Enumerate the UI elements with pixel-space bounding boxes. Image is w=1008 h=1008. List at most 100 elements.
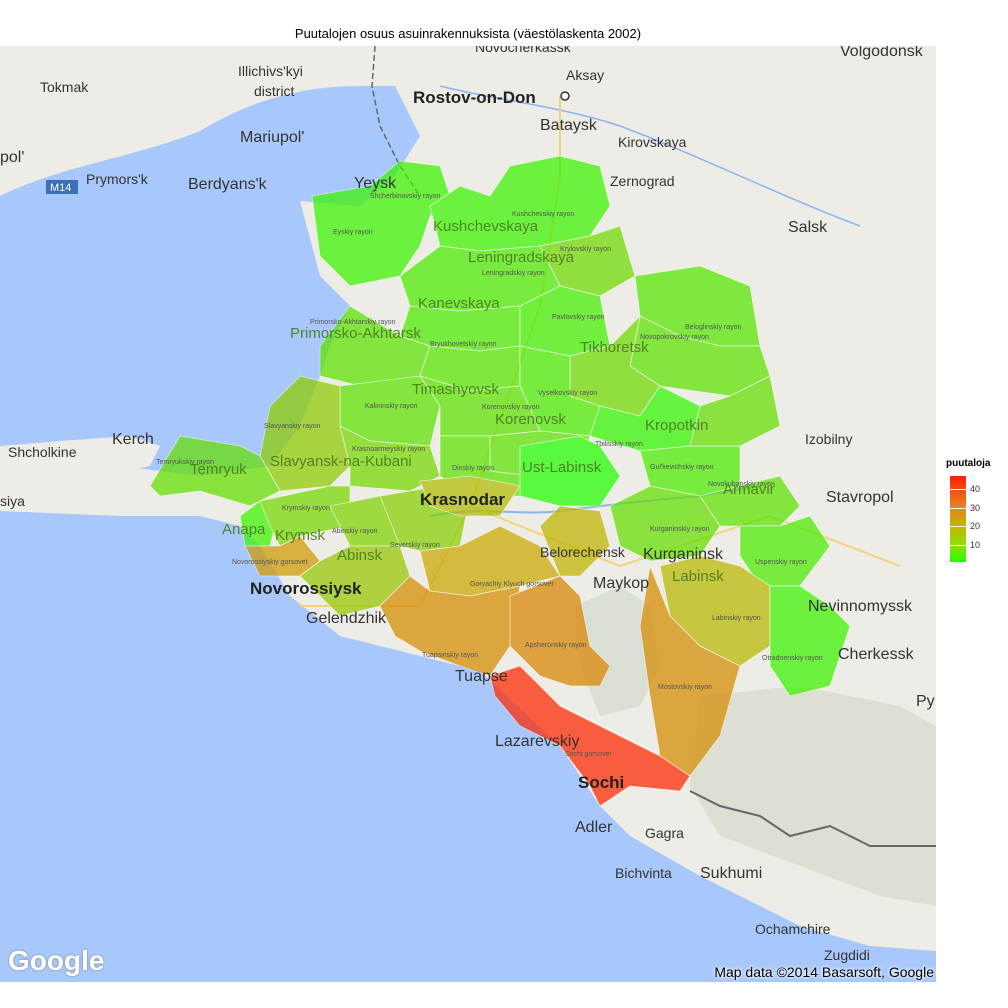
border-line bbox=[689, 790, 936, 847]
city-label: Zugdidi bbox=[824, 947, 870, 963]
region-sochi[interactable] bbox=[489, 665, 691, 807]
town-label: Anapa bbox=[222, 521, 266, 538]
legend-tick bbox=[950, 489, 966, 490]
city-label: Bataysk bbox=[540, 117, 598, 134]
legend-label: 30 bbox=[970, 503, 981, 513]
region-novokubansky[interactable] bbox=[699, 475, 801, 527]
city-label: Kurganinsk bbox=[643, 546, 724, 563]
legend-label: 40 bbox=[970, 484, 981, 494]
city-marker bbox=[560, 91, 570, 101]
region-krymsky[interactable] bbox=[259, 485, 351, 547]
rayon-label: Primorsko-Akhtarskiy rayon bbox=[310, 319, 396, 326]
city-label: Stavropol bbox=[826, 489, 894, 506]
map-canvas[interactable]: Eyskiy rayon Shcherbinovskiy rayon Kushc… bbox=[0, 46, 936, 982]
city-label: Rostov-on-Don bbox=[413, 88, 536, 107]
region-temryuksky[interactable] bbox=[149, 435, 281, 507]
town-label: Tikhoretsk bbox=[580, 339, 649, 356]
rayon-label: Slavyanskiy rayon bbox=[264, 423, 321, 430]
google-logo[interactable]: Google bbox=[8, 945, 105, 976]
region-uspensky[interactable] bbox=[739, 515, 831, 587]
rayon-label: Novopokrovskiy rayon bbox=[640, 334, 709, 341]
sea-of-azov bbox=[0, 86, 420, 476]
city-label: Kerch bbox=[112, 431, 154, 448]
city-label: Shcholkine bbox=[8, 444, 77, 460]
town-label: Korenovsk bbox=[495, 411, 566, 428]
town-label: Primorsko-Akhtarsk bbox=[290, 325, 421, 342]
rayon-label: Shcherbinovskiy rayon bbox=[370, 193, 441, 200]
rayon-label: Dinskiy rayon bbox=[452, 465, 494, 472]
rayon-label: Novokubanskiy rayon bbox=[708, 481, 775, 488]
city-label: Krasnodar bbox=[420, 490, 505, 509]
city-label: Volgodonsk bbox=[840, 46, 924, 60]
region-yeysky[interactable] bbox=[311, 160, 451, 287]
region-apsheronsky[interactable] bbox=[509, 575, 611, 687]
region-krasnodar[interactable] bbox=[419, 475, 521, 517]
town-label: Timashyovsk bbox=[412, 381, 499, 398]
rayon-label: Krylovskiy rayon bbox=[560, 246, 611, 253]
town-label: Leningradskaya bbox=[468, 249, 575, 266]
black-sea bbox=[0, 511, 936, 982]
rayon-label: Goryachiy Klyuch gorsovet bbox=[470, 581, 553, 588]
town-label: Slavyansk-na-Kubani bbox=[270, 453, 412, 470]
city-label: pol' bbox=[0, 149, 24, 166]
town-label: Temryuk bbox=[190, 461, 247, 478]
region-gelendzhik[interactable] bbox=[299, 545, 411, 617]
rayon-label: Korenovskiy rayon bbox=[482, 404, 540, 411]
city-label: Tuapse bbox=[455, 668, 508, 685]
city-label: Py bbox=[916, 693, 935, 710]
city-label: Ochamchire bbox=[755, 921, 831, 937]
caucasus-mountains bbox=[690, 686, 936, 906]
town-label: Armavir bbox=[723, 481, 775, 498]
rayon-label: Temryukskiy rayon bbox=[156, 459, 214, 466]
rayon-label: Bryukhovetskiy rayon bbox=[430, 341, 497, 348]
city-labels: Novocherkassk Volgodonsk Aksay Rostov-on… bbox=[0, 46, 935, 963]
choropleth-layer bbox=[149, 155, 851, 807]
rayon-label: Pavlovskiy rayon bbox=[552, 314, 605, 321]
city-label: Bichvinta bbox=[615, 865, 672, 881]
map-panel[interactable]: Eyskiy rayon Shcherbinovskiy rayon Kushc… bbox=[0, 46, 936, 982]
legend-color-bar bbox=[950, 476, 966, 562]
region-otradnensky[interactable] bbox=[769, 585, 851, 697]
rayon-label: Kalininskiy rayon bbox=[365, 403, 418, 410]
city-label: Cherkessk bbox=[838, 646, 915, 663]
overlay-town-labels: Kushchevskaya Leningradskaya Kanevskaya … bbox=[190, 218, 775, 585]
rayon-label: Novorossiyskiy gorsovet bbox=[232, 559, 308, 566]
rayon-label: Beloglinskiy rayon bbox=[685, 324, 742, 331]
rayon-label: Tbilisskiy rayon bbox=[595, 441, 643, 448]
city-label: Novocherkassk bbox=[475, 46, 572, 55]
city-label: district bbox=[254, 83, 295, 99]
town-label: Kanevskaya bbox=[418, 295, 500, 312]
region-ustlabinsky[interactable] bbox=[519, 435, 621, 507]
city-label: siya bbox=[0, 493, 25, 509]
city-label: Lazarevskiy bbox=[495, 733, 579, 750]
rayon-label: Tuapsinskiy rayon bbox=[422, 652, 478, 659]
region-mostovsky[interactable] bbox=[639, 564, 741, 777]
city-label: Mariupol' bbox=[240, 129, 304, 146]
town-label: Kushchevskaya bbox=[433, 218, 539, 235]
city-label: Izobilny bbox=[805, 431, 852, 447]
road-shield-m14 bbox=[46, 180, 78, 194]
map-attribution: Map data ©2014 Basarsoft, Google bbox=[714, 964, 934, 980]
city-label: Sochi bbox=[578, 773, 624, 792]
town-label: Labinsk bbox=[672, 568, 724, 585]
rayon-label: Labinskiy rayon bbox=[712, 615, 761, 622]
legend-tick bbox=[950, 526, 966, 527]
city-label: Tokmak bbox=[40, 79, 89, 95]
legend-label: 20 bbox=[970, 521, 981, 531]
rayon-label: Abinskiy rayon bbox=[332, 528, 378, 535]
rayon-label: Apsheronskiy rayon bbox=[525, 642, 587, 649]
rayon-label: Kushchevskiy rayon bbox=[512, 211, 574, 218]
city-label: Salsk bbox=[788, 219, 828, 236]
city-label: Illichivs'kyi bbox=[238, 63, 303, 79]
town-label: Abinsk bbox=[337, 547, 383, 564]
city-label: Berdyans'k bbox=[188, 176, 268, 193]
city-label: Gagra bbox=[645, 825, 684, 841]
city-label: Adler bbox=[575, 819, 613, 836]
region-kurganinsky[interactable] bbox=[609, 485, 721, 562]
town-label: Krymsk bbox=[275, 527, 325, 544]
rayon-label: Kurganinskiy rayon bbox=[650, 526, 710, 533]
region-kropotkin[interactable] bbox=[689, 375, 781, 447]
rayon-label: Eyskiy rayon bbox=[333, 229, 373, 236]
town-label: Ust-Labinsk bbox=[522, 459, 602, 476]
city-label: Maykop bbox=[593, 575, 649, 592]
